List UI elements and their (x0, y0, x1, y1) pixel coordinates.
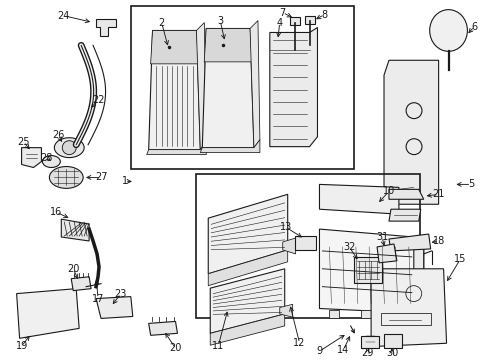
Polygon shape (279, 304, 292, 317)
Polygon shape (319, 229, 423, 314)
Bar (294, 236, 316, 250)
Bar (329, 310, 339, 319)
Polygon shape (17, 289, 79, 338)
Ellipse shape (54, 138, 84, 158)
Polygon shape (210, 269, 284, 333)
Text: 28: 28 (40, 153, 53, 163)
Bar (383, 334, 401, 348)
Text: 7: 7 (279, 8, 285, 18)
Text: 6: 6 (470, 22, 476, 32)
Ellipse shape (49, 167, 83, 188)
Bar (361, 336, 378, 348)
Text: 29: 29 (360, 348, 372, 358)
Polygon shape (71, 277, 91, 291)
Polygon shape (200, 140, 259, 153)
Text: 17: 17 (92, 293, 104, 303)
Text: 23: 23 (115, 289, 127, 298)
Text: 20: 20 (67, 264, 79, 274)
Text: 4: 4 (276, 18, 282, 27)
Text: 8: 8 (321, 10, 327, 19)
Polygon shape (202, 28, 253, 148)
Text: 27: 27 (95, 172, 107, 183)
Bar (361, 310, 370, 319)
Text: 14: 14 (337, 345, 349, 355)
Polygon shape (370, 269, 446, 346)
Polygon shape (388, 209, 420, 221)
Polygon shape (413, 237, 423, 314)
Bar (289, 17, 299, 24)
Text: 13: 13 (279, 222, 291, 232)
Polygon shape (269, 27, 317, 147)
Text: 26: 26 (52, 130, 64, 140)
Text: 20: 20 (169, 343, 182, 353)
Polygon shape (204, 28, 251, 62)
Polygon shape (196, 23, 206, 150)
Circle shape (62, 141, 76, 154)
Text: 10: 10 (382, 186, 394, 196)
Bar (380, 314, 430, 325)
Text: 24: 24 (57, 10, 69, 21)
Bar (196, 175, 419, 319)
Polygon shape (148, 321, 177, 335)
Text: 25: 25 (17, 137, 30, 147)
Bar (304, 15, 314, 23)
Polygon shape (208, 250, 287, 286)
Polygon shape (21, 148, 41, 167)
Text: 15: 15 (453, 254, 466, 264)
Polygon shape (96, 19, 116, 36)
Text: 16: 16 (50, 207, 62, 217)
Text: 30: 30 (385, 348, 397, 358)
Polygon shape (319, 184, 398, 214)
Polygon shape (61, 219, 89, 241)
Polygon shape (282, 238, 295, 254)
Polygon shape (150, 31, 198, 64)
Polygon shape (388, 189, 423, 199)
Polygon shape (146, 142, 206, 154)
Polygon shape (249, 21, 259, 148)
Polygon shape (376, 244, 396, 263)
Polygon shape (383, 60, 438, 204)
Bar (403, 310, 413, 319)
Text: 32: 32 (343, 242, 355, 252)
Text: 2: 2 (158, 18, 164, 27)
Bar (131, 6, 353, 170)
Text: 21: 21 (431, 189, 444, 199)
Ellipse shape (42, 156, 60, 167)
Text: 18: 18 (431, 236, 444, 246)
Polygon shape (96, 297, 133, 319)
Text: 19: 19 (16, 341, 28, 351)
Bar (353, 257, 381, 283)
Text: 11: 11 (212, 341, 224, 351)
Polygon shape (208, 194, 287, 274)
Text: 22: 22 (92, 95, 104, 105)
Text: 31: 31 (375, 232, 387, 242)
Text: 12: 12 (293, 338, 305, 348)
Text: 9: 9 (316, 346, 322, 356)
Polygon shape (388, 234, 430, 251)
Polygon shape (210, 314, 284, 345)
Polygon shape (148, 31, 200, 150)
Ellipse shape (429, 10, 467, 51)
Text: 1: 1 (122, 176, 128, 186)
Text: 5: 5 (468, 179, 473, 189)
Text: 3: 3 (217, 15, 223, 26)
